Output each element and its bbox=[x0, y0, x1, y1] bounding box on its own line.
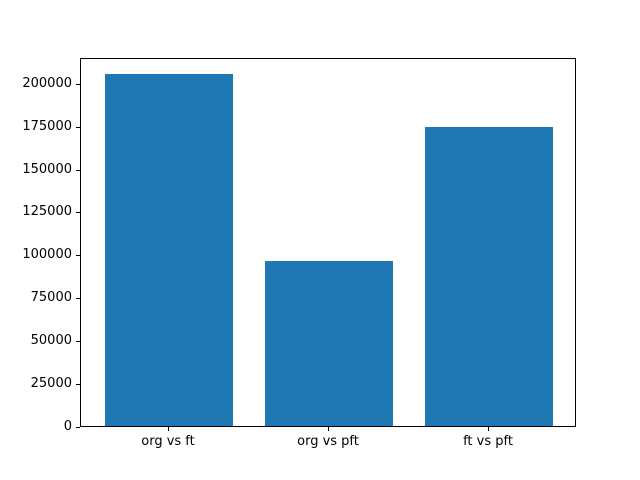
y-tick-mark bbox=[76, 298, 80, 299]
y-tick-mark bbox=[76, 127, 80, 128]
x-tick-label-org-vs-ft: org vs ft bbox=[141, 434, 195, 449]
x-tick-mark bbox=[328, 427, 329, 431]
y-tick-mark bbox=[76, 170, 80, 171]
y-tick-label: 25000 bbox=[30, 376, 72, 391]
y-tick-label: 50000 bbox=[30, 333, 72, 348]
bar-org-vs-pft bbox=[265, 261, 393, 426]
plot-area bbox=[80, 58, 576, 427]
bar-org-vs-ft bbox=[105, 74, 233, 426]
x-tick-label-org-vs-pft: org vs pft bbox=[297, 434, 359, 449]
x-tick-mark bbox=[488, 427, 489, 431]
y-tick-mark bbox=[76, 427, 80, 428]
y-tick-label: 75000 bbox=[30, 290, 72, 305]
y-tick-label: 125000 bbox=[22, 204, 72, 219]
y-tick-label: 200000 bbox=[22, 76, 72, 91]
y-tick-mark bbox=[76, 84, 80, 85]
y-tick-mark bbox=[76, 212, 80, 213]
y-tick-label: 100000 bbox=[22, 247, 72, 262]
x-tick-mark bbox=[168, 427, 169, 431]
y-tick-mark bbox=[76, 384, 80, 385]
y-tick-mark bbox=[76, 255, 80, 256]
y-tick-label: 0 bbox=[63, 419, 72, 434]
y-tick-label: 175000 bbox=[22, 119, 72, 134]
bar-ft-vs-pft bbox=[425, 127, 553, 426]
y-tick-label: 150000 bbox=[22, 162, 72, 177]
y-tick-mark bbox=[76, 341, 80, 342]
x-tick-label-ft-vs-pft: ft vs pft bbox=[463, 434, 513, 449]
